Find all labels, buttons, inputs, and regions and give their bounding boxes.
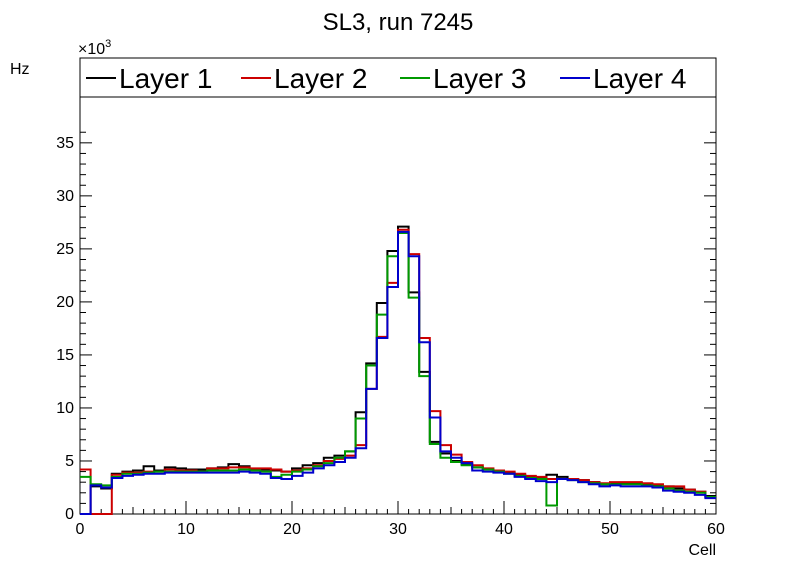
x-tick-label: 30 [389, 521, 407, 538]
x-tick-label: 60 [707, 521, 725, 538]
x-tick-label: 50 [601, 521, 619, 538]
legend-box [79, 57, 717, 98]
x-tick-label: 20 [283, 521, 301, 538]
y-multiplier-label: ×103 [78, 38, 111, 58]
y-tick-label: 25 [56, 241, 74, 258]
axis-ticks: 0 10 20 30 40 50 60 0 5 10 15 20 25 30 35 [56, 58, 725, 538]
chart-title: SL3, run 7245 [323, 9, 474, 36]
y-tick-label: 20 [56, 294, 74, 311]
series-group [80, 225, 716, 515]
y-tick-label: 35 [56, 135, 74, 152]
legend-entry: Layer 4 [593, 63, 686, 94]
legend: Layer 1 Layer 2 Layer 3 Layer 4 [86, 63, 686, 94]
y-tick-label: 10 [56, 400, 74, 417]
y-tick-label: 15 [56, 347, 74, 364]
legend-entry: Layer 3 [433, 63, 526, 94]
x-axis-label: Cell [688, 542, 716, 559]
series-line-layer-4 [80, 230, 716, 515]
x-tick-label: 40 [495, 521, 513, 538]
x-tick-label: 0 [76, 521, 85, 538]
legend-entry: Layer 1 [119, 63, 212, 94]
legend-entry: Layer 2 [274, 63, 367, 94]
x-tick-label: 10 [177, 521, 195, 538]
y-axis-label: Hz [10, 61, 30, 78]
y-tick-label: 30 [56, 188, 74, 205]
y-tick-label: 5 [65, 453, 74, 470]
y-tick-label: 0 [65, 506, 74, 523]
